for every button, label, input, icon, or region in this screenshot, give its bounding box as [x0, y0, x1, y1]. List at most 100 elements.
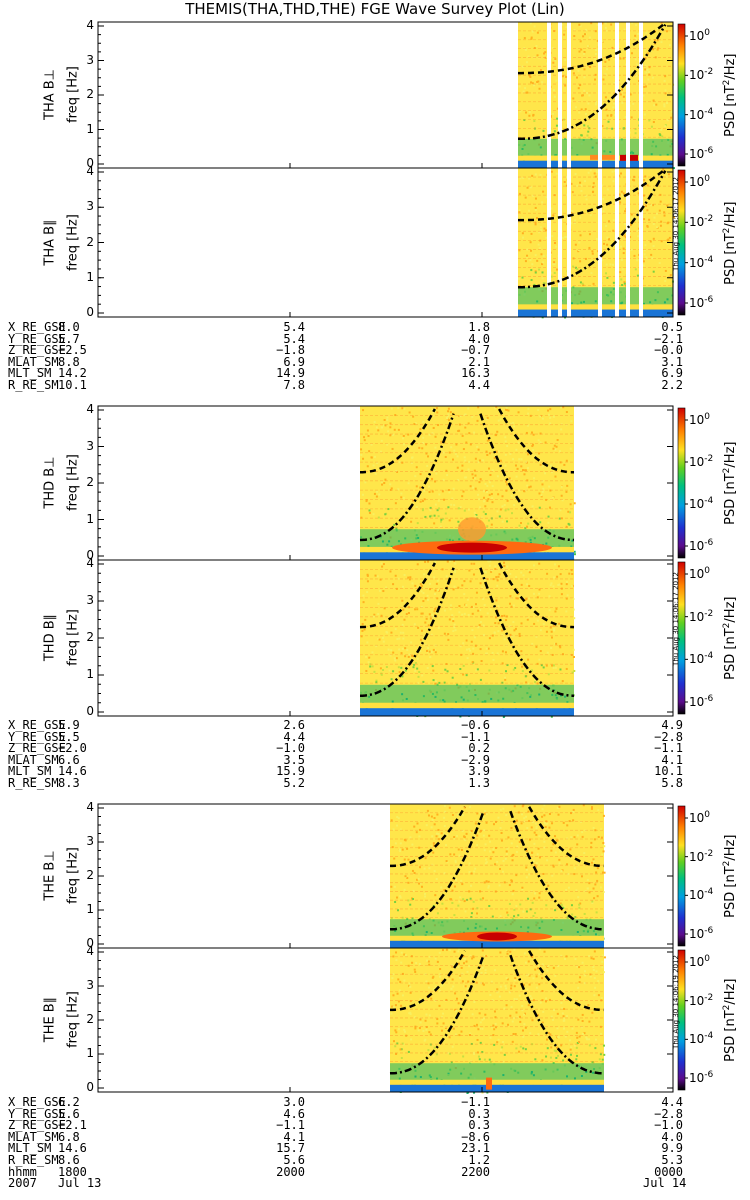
colorbar-label: PSD [nT2/Hz]: [721, 441, 739, 525]
ephemeris-value: −2.5: [58, 343, 87, 358]
panel-probe-label: THD B⊥: [42, 456, 58, 509]
freq-tick-label: 0: [86, 936, 94, 950]
ephemeris-value: 4.6: [283, 1106, 305, 1121]
ephemeris-value: 6.9: [661, 366, 683, 381]
ephemeris-value: 4.9: [661, 718, 683, 732]
ephemeris-value: 8.0: [58, 320, 80, 334]
ephemeris-value: 0.5: [661, 320, 683, 334]
ephemeris-value: 8.3: [58, 775, 80, 790]
ephemeris-value: 5.4: [283, 331, 305, 346]
colorbar-tick-label: 100: [689, 954, 711, 969]
ephemeris-value: 14.6: [58, 764, 87, 779]
ephemeris-row: R_RE_SM 8.3 5.2 1.3 5.8: [0, 775, 750, 790]
ephemeris-row: R_RE_SM 10.1 7.8 4.4 2.2: [0, 377, 750, 392]
ephemeris-value: −1.0: [276, 741, 305, 756]
ephemeris-value: −8.6: [461, 1129, 490, 1144]
ephemeris-value: 7.8: [283, 377, 305, 392]
panel-probe-label: THE B⊥: [42, 850, 58, 901]
colorbar-tick-label: 10-6: [689, 694, 714, 709]
ephemeris-value: 4.4: [283, 729, 305, 744]
ephemeris-row: 2007 Jul 13 Jul 14: [0, 1176, 750, 1191]
freq-tick-label: 2: [86, 87, 94, 101]
colorbar-tick-label: 10-2: [689, 992, 714, 1008]
freq-tick-label: 4: [86, 164, 94, 178]
ephemeris-label: MLAT_SM: [8, 752, 59, 767]
ephemeris-value: 10.1: [654, 764, 683, 779]
ephemeris-table: X_RE_GSE 8.0 5.4 1.8 0.5 Y_RE_GSE 5.7 5.4 4.0 −2.…: [0, 320, 750, 392]
panel-probe-label: THD B∥: [42, 613, 58, 662]
ephemeris-value: 5.8: [661, 775, 683, 790]
ephemeris-value: 4.1: [283, 1129, 305, 1144]
spectrogram-panel-2: [97, 405, 688, 562]
ephemeris-label: MLT_SM: [8, 764, 52, 779]
freq-tick-label: 0: [86, 548, 94, 562]
ephemeris-value: 2.6: [283, 718, 305, 732]
ephemeris-value: 14.6: [58, 1141, 87, 1156]
freq-tick-label: 0: [86, 1080, 94, 1094]
ephemeris-row: X_RE_GSE 8.0 5.4 1.8 0.5: [0, 320, 750, 334]
ephemeris-label: Z_RE_GSE: [8, 1118, 66, 1133]
ephemeris-label: 2007: [8, 1176, 37, 1191]
freq-tick-label: 1: [86, 667, 94, 681]
freq-tick-label: 2: [86, 630, 94, 644]
spectrogram-panel-3: [97, 559, 688, 718]
ephemeris-value: −1.1: [461, 729, 490, 744]
freq-tick-label: 2: [86, 475, 94, 489]
ephemeris-row: Z_RE_GSE −2.5 −1.8 −0.7 −0.0: [0, 343, 750, 358]
ephemeris-value: 5.9: [58, 718, 80, 732]
ephemeris-value: 0.2: [468, 741, 490, 756]
colorbar-tick-label: 100: [689, 566, 711, 581]
colorbar-tick-label: 100: [689, 174, 711, 189]
ephemeris-row: Y_RE_GSE 5.6 4.6 0.3 −2.8: [0, 1106, 750, 1121]
freq-tick-label: 3: [86, 834, 94, 848]
colorbar-label: PSD [nT2/Hz]: [721, 596, 739, 680]
freq-axis-label: freq [Hz]: [65, 454, 81, 511]
ephemeris-value: 0000: [654, 1164, 683, 1179]
freq-tick-label: 0: [86, 704, 94, 718]
ephemeris-row: MLT_SM 14.6 15.9 3.9 10.1: [0, 766, 750, 778]
colorbar-tick-label: 10-4: [689, 106, 714, 122]
colorbar-tick-label: 10-2: [689, 848, 714, 864]
colorbar-tick-label: 10-2: [689, 608, 714, 624]
spectrogram-panel-4: [97, 803, 688, 950]
ephemeris-value: −0.6: [461, 718, 490, 732]
freq-tick-label: 3: [86, 438, 94, 453]
freq-axis-label: freq [Hz]: [65, 991, 81, 1048]
ephemeris-label: X_RE_GSE: [8, 320, 66, 334]
timestamp-stamp: Thu Aug 30 14:06:17 2012: [672, 177, 680, 272]
colorbar-tick-label: 10-4: [689, 887, 714, 903]
colorbar-tick-label: 10-2: [689, 454, 714, 469]
ephemeris-row: MLAT_SM 6.6 3.5 −2.9 4.1: [0, 752, 750, 767]
ephemeris-label: R_RE_SM: [8, 377, 59, 392]
ephemeris-label: Y_RE_GSE: [8, 1106, 66, 1121]
ephemeris-table: X_RE_GSE 6.2 3.0 −1.1 4.4 Y_RE_GSE 5.6 4.6 0.3 −2…: [0, 1095, 750, 1191]
colorbar-tick-label: 10-2: [689, 214, 714, 230]
colorbar-tick-label: 100: [689, 810, 711, 825]
ephemeris-value: −1.1: [276, 1118, 305, 1133]
freq-tick-label: 2: [86, 1012, 94, 1026]
ephemeris-label: R_RE_SM: [8, 775, 59, 790]
ephemeris-row: hhmm 1800 2000 2200 0000: [0, 1164, 750, 1179]
freq-tick-label: 1: [86, 1046, 94, 1060]
ephemeris-row: MLAT_SM 6.8 4.1 −8.6 4.0: [0, 1129, 750, 1144]
panel-probe-label: THE B∥: [42, 996, 58, 1043]
ephemeris-value: −2.8: [654, 729, 683, 744]
ephemeris-label: R_RE_SM: [8, 1152, 59, 1167]
timestamp-stamp: Thu Aug 30 14:06:17 2012: [672, 571, 680, 666]
ephemeris-label: X_RE_GSE: [8, 718, 66, 732]
ephemeris-value: 6.8: [58, 1129, 80, 1144]
timestamp-stamp: Thu Aug 30 14:06:19 2012: [672, 955, 680, 1050]
ephemeris-label: Z_RE_GSE: [8, 343, 66, 358]
ephemeris-value: −1.0: [654, 1118, 683, 1133]
colorbar-tick-label: 10-6: [689, 146, 714, 161]
ephemeris-value: 14.2: [58, 366, 87, 381]
ephemeris-value: 16.3: [461, 366, 490, 381]
ephemeris-value: 4.0: [468, 331, 490, 346]
freq-axis-label: freq [Hz]: [65, 66, 81, 123]
colorbar-tick-label: 10-6: [689, 295, 714, 310]
ephemeris-value: −2.1: [58, 1118, 87, 1133]
ephemeris-label: MLAT_SM: [8, 1129, 59, 1144]
ephemeris-label: X_RE_GSE: [8, 1095, 66, 1109]
panel-probe-label: THA B∥: [42, 218, 58, 266]
ephemeris-value: 3.9: [468, 764, 490, 779]
